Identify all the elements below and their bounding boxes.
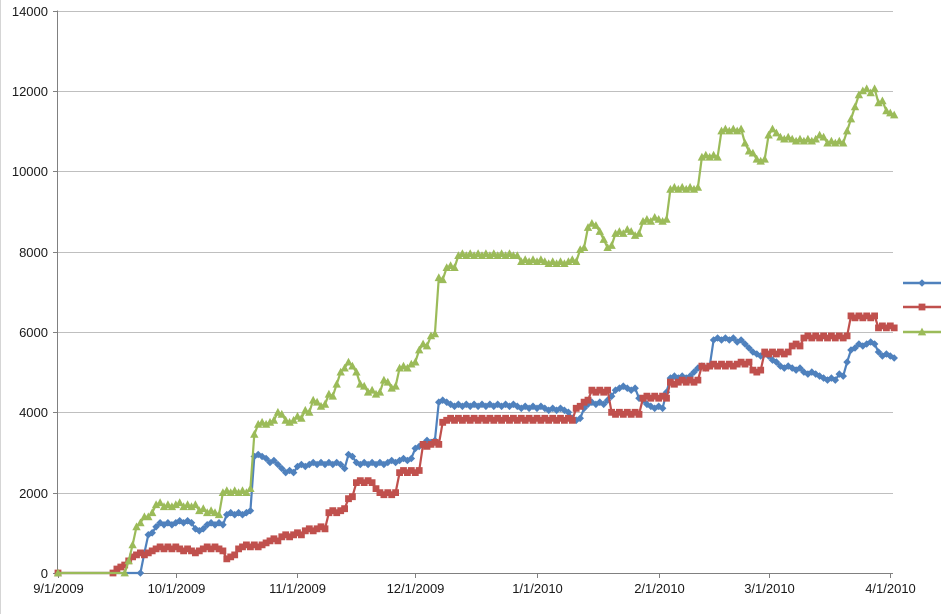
legend-item-triangle bbox=[903, 327, 941, 336]
y-tick-label: 4000 bbox=[19, 405, 48, 420]
x-tick-label: 1/1/2010 bbox=[512, 581, 563, 596]
y-tick-label: 14000 bbox=[12, 4, 48, 19]
square-legend-marker-icon bbox=[918, 303, 926, 311]
series-blue-diamond-line bbox=[58, 336, 895, 575]
x-tick-label: 3/1/2010 bbox=[744, 581, 795, 596]
x-axis: 9/1/2009 10/1/2009 11/1/2009 12/1/2009 1/1/2… bbox=[33, 573, 916, 596]
y-tick-label: 10000 bbox=[12, 164, 48, 179]
series-red-square-markers bbox=[54, 312, 898, 577]
series-green-triangle-markers bbox=[53, 84, 899, 577]
y-axis: 0 2000 4000 6000 8000 10000 12000 14000 bbox=[12, 4, 58, 581]
series-green-triangle-line bbox=[58, 87, 895, 575]
triangle-legend-marker-icon bbox=[917, 327, 927, 336]
x-tick-label: 9/1/2009 bbox=[33, 581, 84, 596]
x-tick-label: 11/1/2009 bbox=[269, 581, 326, 596]
y-tick-label: 6000 bbox=[19, 325, 48, 340]
legend-item-diamond bbox=[903, 279, 941, 287]
series-blue-diamond bbox=[54, 334, 898, 577]
gridlines bbox=[57, 11, 893, 494]
legend-item-square bbox=[903, 303, 941, 311]
x-tick-label: 10/1/2009 bbox=[148, 581, 206, 596]
y-tick-label: 12000 bbox=[12, 84, 48, 99]
series-green-triangle bbox=[53, 84, 899, 577]
legend bbox=[903, 279, 941, 336]
diamond-legend-marker-icon bbox=[918, 279, 926, 287]
y-tick-label: 0 bbox=[41, 566, 48, 581]
x-tick-label: 12/1/2009 bbox=[387, 581, 445, 596]
x-tick-label: 2/1/2010 bbox=[634, 581, 685, 596]
y-tick-label: 2000 bbox=[19, 486, 48, 501]
chart-frame-edge bbox=[0, 0, 1, 614]
x-tick-label: 4/1/2010 bbox=[865, 581, 916, 596]
series-red-square bbox=[54, 312, 898, 577]
series-blue-diamond-markers bbox=[54, 334, 898, 577]
y-tick-label: 8000 bbox=[19, 245, 48, 260]
